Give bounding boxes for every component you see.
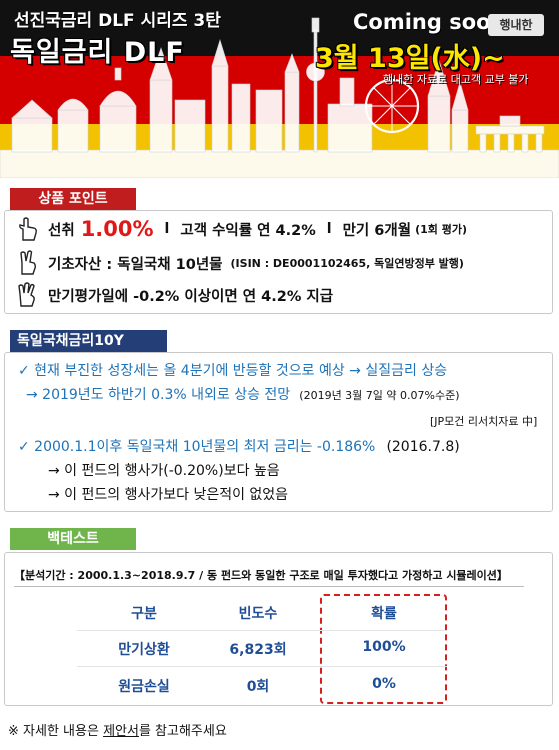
table-divider <box>77 666 447 667</box>
coming-soon-label: Coming soon <box>353 10 506 34</box>
footer-suffix: 를 참고해주세요 <box>138 724 227 739</box>
hand-three-fingers-icon <box>18 282 35 307</box>
backtest-header: 백테스트 <box>10 528 136 550</box>
analysis-period: 【분석기간 : 2000.1.3~2018.9.7 / 동 펀드와 동일한 구조… <box>14 569 508 582</box>
customer-return: 고객 수익률 연 4.2% <box>180 222 316 239</box>
front-fee-rate: 1.00% <box>80 217 154 241</box>
proposal-link[interactable]: 제안서 <box>103 724 139 739</box>
outlook-line-1: ✓ 현재 부진한 성장세는 올 4분기에 반등할 것으로 예상 → 실질금리 상… <box>18 363 448 379</box>
table-cell: 만기상환 <box>118 642 170 658</box>
point-row-3: 만기평가일에 -0.2% 이상이면 연 4.2% 지급 <box>14 282 333 308</box>
isin-note: (ISIN : DE0001102465, 독일연방정부 발행) <box>230 257 464 270</box>
comparison-line-2: → 이 펀드의 행사가보다 낮은적이 없었음 <box>48 487 289 503</box>
hand-two-fingers-icon <box>20 250 37 275</box>
table-header-frequency: 빈도수 <box>238 606 278 622</box>
german-bond-box <box>4 352 553 512</box>
point-row-1: 선취 1.00% l 고객 수익률 연 4.2% l 만기 6개월 (1회 평가… <box>14 216 467 242</box>
source-note: [JP모건 리서치자료 中] <box>430 415 538 428</box>
divider <box>14 586 524 587</box>
table-cell: 100% <box>362 639 406 655</box>
probability-highlight-box <box>320 594 447 704</box>
product-points-box <box>4 210 553 314</box>
german-bond-header: 독일국채금리10Y <box>10 330 167 352</box>
outlook-line-2: → 2019년도 하반기 0.3% 내외로 상승 전망 (2019년 3월 7일… <box>26 384 460 404</box>
maturity-note: (1회 평가) <box>415 223 467 236</box>
product-points-header: 상품 포인트 <box>10 188 136 210</box>
berlin-skyline-illustration <box>0 17 559 178</box>
separator: l <box>326 221 332 237</box>
table-cell: 0회 <box>246 679 270 695</box>
table-cell: 원금손실 <box>118 679 170 695</box>
comparison-line-1: → 이 펀드의 행사가(-0.20%)보다 높음 <box>48 463 280 479</box>
table-cell: 0% <box>372 676 396 692</box>
internal-use-badge: 행내한 <box>488 14 544 36</box>
underlying-asset: 기초자산 : 독일국채 10년물 <box>48 256 223 273</box>
series-title: 선진국금리 DLF 시리즈 3탄 <box>14 11 221 31</box>
separator: l <box>164 221 170 237</box>
table-cell: 6,823회 <box>229 642 287 658</box>
point-row-2: 기초자산 : 독일국채 10년물 (ISIN : DE0001102465, 독… <box>14 250 464 276</box>
backtest-box <box>4 552 553 706</box>
payout-condition: 만기평가일에 -0.2% 이상이면 연 4.2% 지급 <box>48 288 334 305</box>
internal-notice: 행내한 자료로 대고객 교부 불가 <box>383 73 529 86</box>
outlook-forecast: → 2019년도 하반기 0.3% 내외로 상승 전망 <box>26 387 291 403</box>
historical-low-date: (2016.7.8) <box>386 439 460 455</box>
table-divider <box>77 630 447 631</box>
hand-one-finger-icon <box>19 217 37 241</box>
table-header-probability: 확률 <box>371 606 397 622</box>
launch-date: 3월 13일(水)~ <box>315 43 505 74</box>
hero-banner: 선진국금리 DLF 시리즈 3탄 독일금리 DLF Coming soon 행내… <box>0 0 559 178</box>
outlook-current-level: (2019년 3월 7일 약 0.07%수준) <box>299 389 460 402</box>
footer-prefix: ※ 자세한 내용은 <box>8 724 104 739</box>
historical-low-line: ✓ 2000.1.1이후 독일국채 10년물의 최저 금리는 -0.186% (… <box>18 436 460 456</box>
footer-note: ※ 자세한 내용은 제안서를 참고해주세요 <box>8 720 227 739</box>
product-title: 독일금리 DLF <box>10 37 185 68</box>
historical-low: ✓ 2000.1.1이후 독일국채 10년물의 최저 금리는 -0.186% <box>18 439 376 455</box>
maturity: 만기 6개월 <box>342 222 412 239</box>
front-fee-label: 선취 <box>48 222 75 239</box>
table-header-category: 구분 <box>131 606 157 622</box>
